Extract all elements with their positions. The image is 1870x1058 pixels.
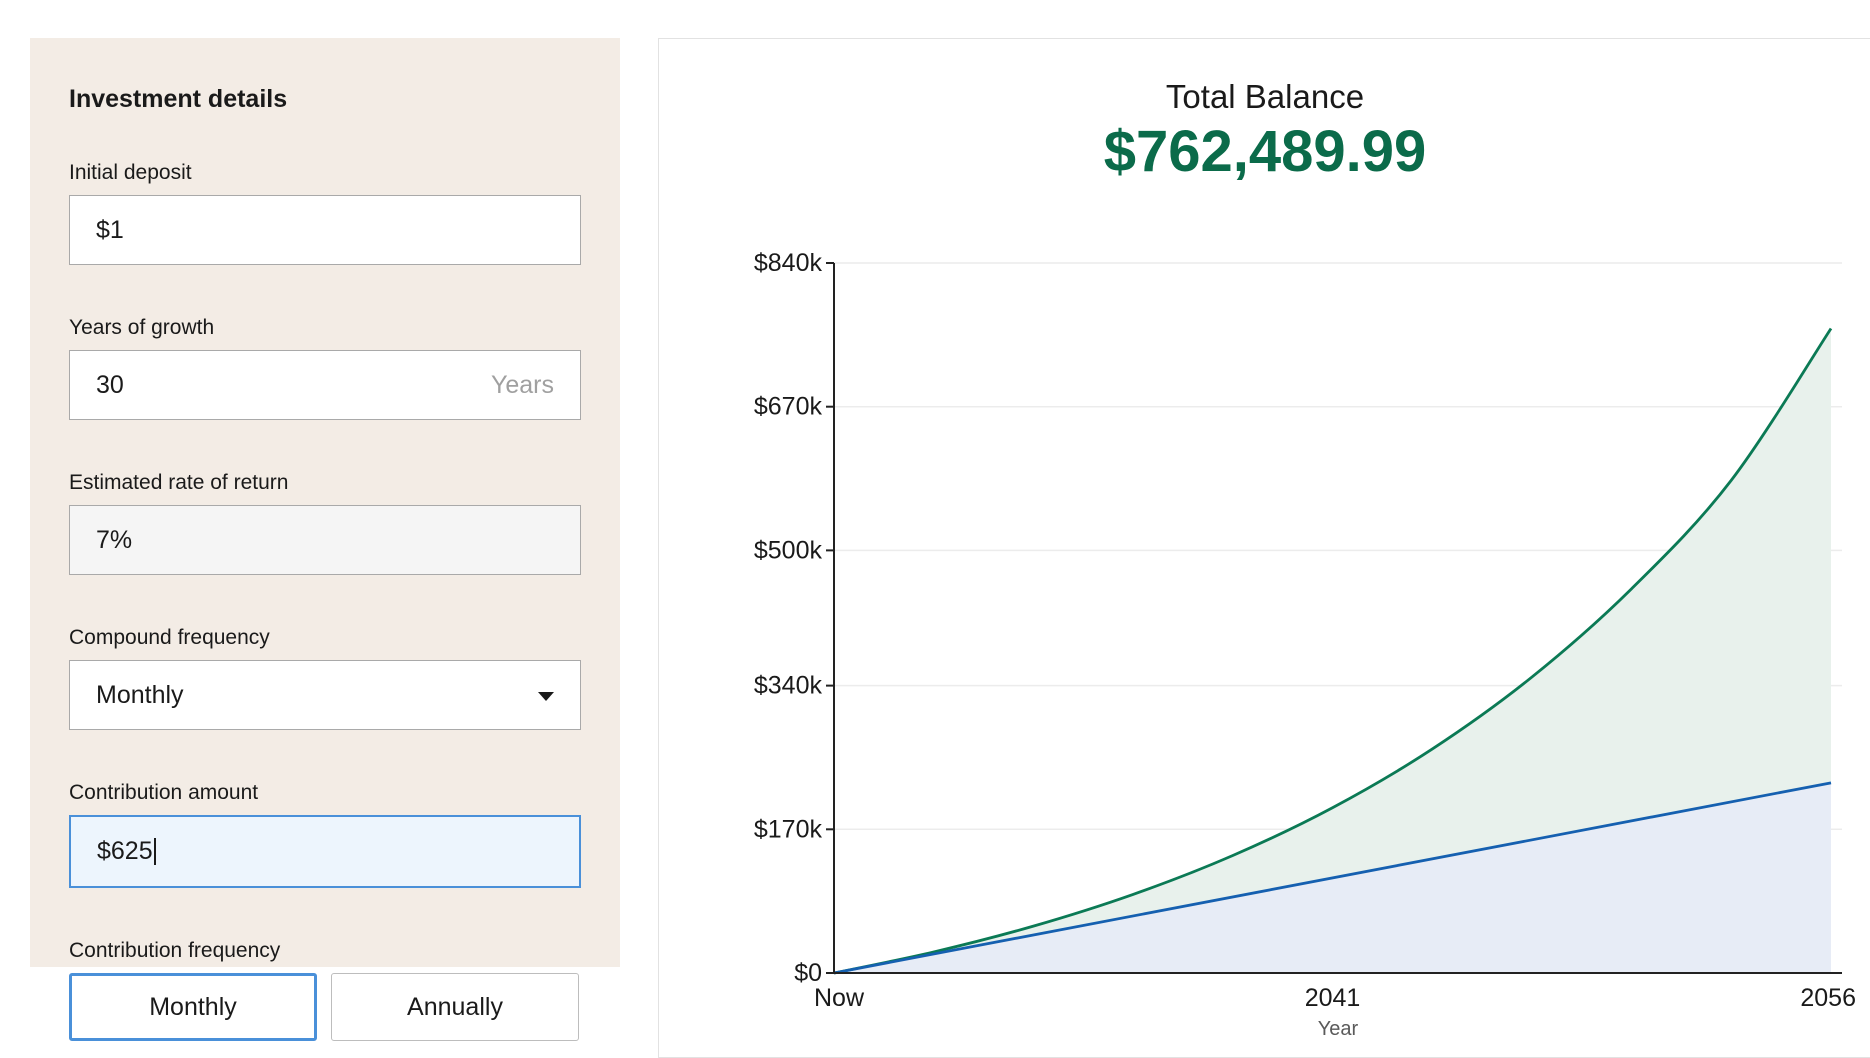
compound-frequency-label: Compound frequency	[69, 626, 270, 649]
initial-deposit-label: Initial deposit	[69, 161, 192, 184]
contribution-amount-input[interactable]: $625	[69, 815, 581, 888]
total-balance-label: Total Balance	[1165, 78, 1365, 115]
rate-of-return-value: 7%	[96, 525, 133, 554]
years-of-growth-label: Years of growth	[69, 316, 215, 339]
rate-of-return-label: Estimated rate of return	[69, 471, 289, 494]
years-of-growth-value: 30	[96, 370, 124, 399]
compound-frequency-select[interactable]: Monthly	[69, 660, 581, 730]
contribution-amount-value: $625	[97, 837, 153, 865]
rate-of-return-input[interactable]: 7%	[69, 505, 581, 575]
investment-details-panel: Investment details Initial deposit $1 Ye…	[30, 38, 620, 1041]
initial-deposit-value: $1	[96, 215, 124, 244]
years-suffix: Years	[490, 370, 554, 399]
text-caret	[153, 838, 156, 865]
total-balance-value: $762,489.99	[1103, 119, 1427, 184]
chart-card	[658, 38, 1870, 1058]
contribution-amount-label: Contribution amount	[69, 781, 259, 804]
panel-title: Investment details	[69, 85, 288, 113]
contribution-frequency-label: Contribution frequency	[69, 939, 281, 962]
years-of-growth-input[interactable]: 30 Years	[69, 350, 581, 420]
chevron-down-icon	[538, 692, 554, 701]
compound-frequency-value: Monthly	[96, 680, 184, 709]
contribution-monthly-button[interactable]: Monthly	[69, 973, 317, 1041]
contribution-frequency-toggle: Monthly Annually	[69, 973, 581, 1041]
initial-deposit-input[interactable]: $1	[69, 195, 581, 265]
contribution-annually-button[interactable]: Annually	[331, 973, 579, 1041]
